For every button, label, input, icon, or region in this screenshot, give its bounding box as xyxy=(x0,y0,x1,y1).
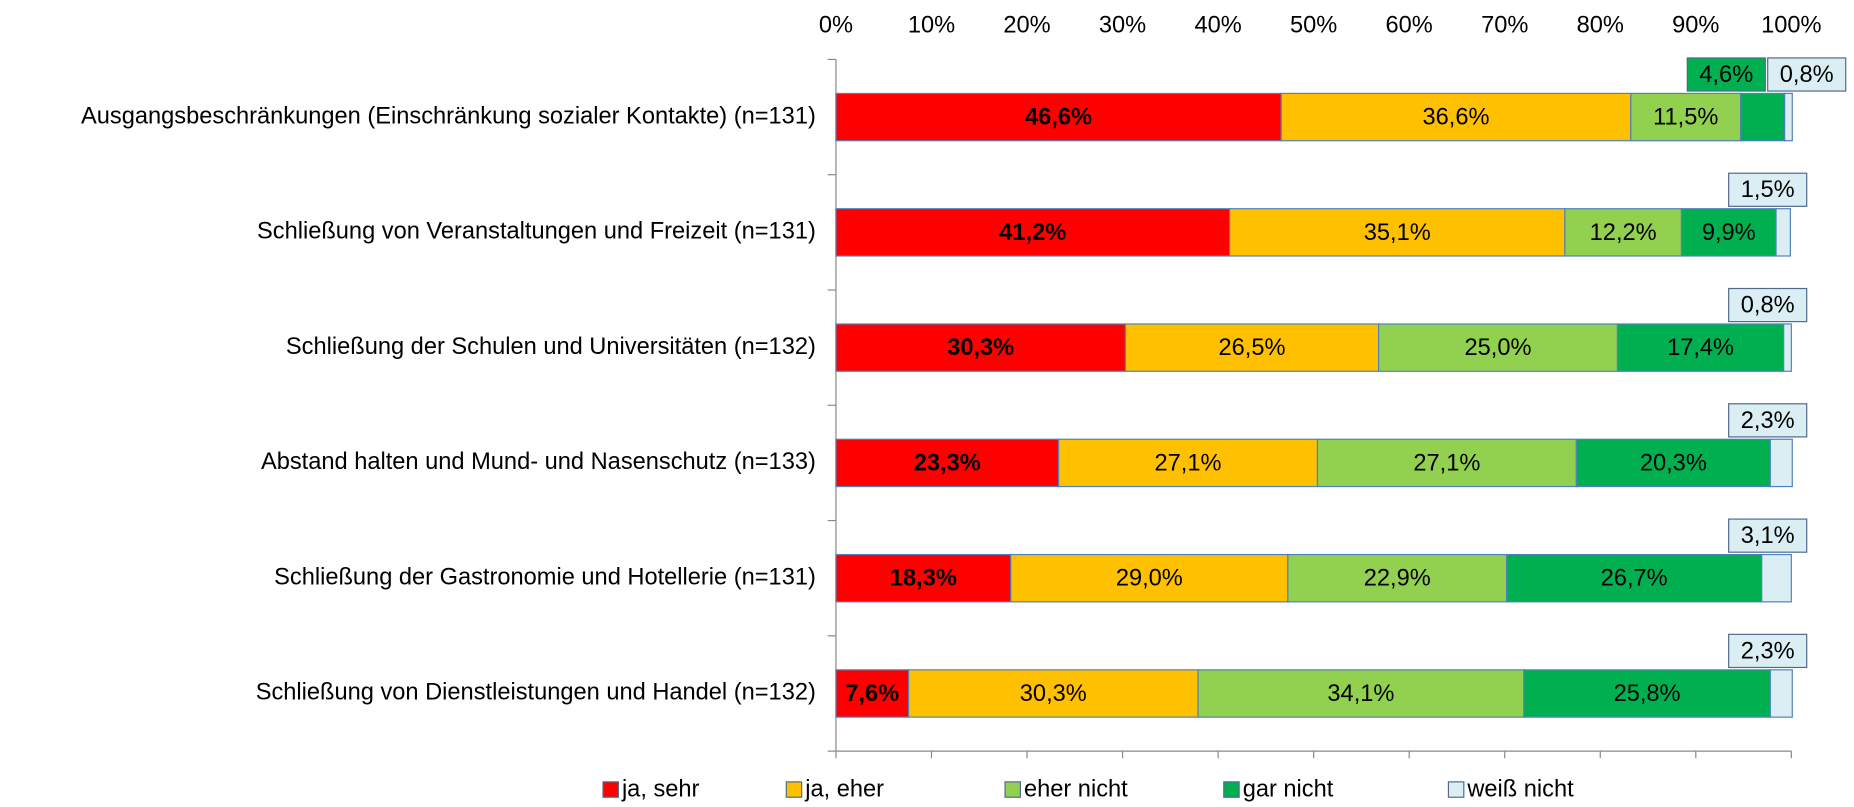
x-tick-label: 80% xyxy=(1577,13,1624,39)
legend-label: weiß nicht xyxy=(1466,776,1574,802)
data-label: 12,2% xyxy=(1590,220,1657,246)
data-label: 36,6% xyxy=(1422,104,1489,130)
data-label: 30,3% xyxy=(1020,681,1087,707)
bar-segment xyxy=(1783,323,1792,372)
data-label: 3,1% xyxy=(1741,523,1795,549)
data-label: 18,3% xyxy=(890,566,957,592)
bar-segment xyxy=(1010,553,1289,603)
bar-segment xyxy=(1761,553,1792,603)
x-tick-label: 70% xyxy=(1481,13,1528,39)
x-tick-label: 90% xyxy=(1672,13,1719,39)
x-tick-label: 0% xyxy=(819,13,853,39)
bar-segment xyxy=(907,669,1199,718)
label-box xyxy=(1767,57,1847,92)
data-label: 41,2% xyxy=(999,220,1066,246)
data-label: 25,0% xyxy=(1465,335,1532,361)
bar-segment xyxy=(835,208,1231,257)
data-label: 29,0% xyxy=(1116,566,1183,592)
data-label: 9,9% xyxy=(1702,220,1756,246)
legend-label: gar nicht xyxy=(1243,776,1334,802)
bar-segment xyxy=(835,323,1127,372)
data-label: 4,6% xyxy=(1699,62,1753,88)
x-tick-label: 30% xyxy=(1099,13,1146,39)
data-label: 26,7% xyxy=(1601,566,1668,592)
category-label: Schließung der Schulen und Universitäten… xyxy=(286,334,816,360)
data-label: 2,3% xyxy=(1741,408,1795,434)
legend-label: ja, eher xyxy=(804,776,884,802)
data-label: 2,3% xyxy=(1741,638,1795,664)
category-label: Abstand halten und Mund- und Nasenschutz… xyxy=(261,449,816,475)
label-box xyxy=(1728,403,1808,438)
label-box xyxy=(1728,287,1808,323)
label-box xyxy=(1686,57,1766,92)
label-box xyxy=(1728,633,1808,669)
legend-swatch xyxy=(1223,781,1240,798)
bar-segment xyxy=(1775,208,1791,257)
data-label: 0,8% xyxy=(1780,62,1834,88)
category-label: Schließung von Veranstaltungen und Freiz… xyxy=(257,219,816,245)
data-label: 46,6% xyxy=(1025,104,1092,130)
data-label: 26,5% xyxy=(1219,335,1286,361)
bar-segment xyxy=(835,92,1282,142)
legend-swatch xyxy=(1004,781,1022,798)
bar-segment xyxy=(835,669,910,718)
legend-swatch xyxy=(785,781,803,798)
bar-segment xyxy=(1057,438,1319,488)
x-tick-label: 60% xyxy=(1386,13,1433,39)
data-label: 11,5% xyxy=(1653,104,1718,130)
data-label: 35,1% xyxy=(1364,220,1431,246)
data-label: 1,5% xyxy=(1741,177,1795,203)
bar-segment xyxy=(1616,323,1785,372)
bar-segment xyxy=(1740,92,1786,142)
bar-segment xyxy=(1630,92,1742,142)
bar-segment xyxy=(1523,669,1771,718)
legend-swatch xyxy=(602,781,619,798)
bar-segment xyxy=(1680,208,1777,257)
x-tick-label: 10% xyxy=(908,13,955,39)
bar-segment xyxy=(1769,438,1793,488)
bar-segment xyxy=(1378,323,1619,372)
bar-segment xyxy=(1575,438,1771,488)
bar-segment xyxy=(1287,553,1508,603)
bar-segment xyxy=(1124,323,1380,372)
data-label: 30,3% xyxy=(947,335,1014,361)
legend-label: ja, sehr xyxy=(621,776,700,802)
data-label: 17,4% xyxy=(1667,335,1734,361)
bar-segment xyxy=(835,553,1012,603)
category-label: Ausgangsbeschränkungen (Einschränkung so… xyxy=(81,103,816,129)
data-label: 27,1% xyxy=(1155,450,1222,476)
bar-segment xyxy=(1769,669,1793,718)
category-label: Schließung von Dienstleistungen und Hand… xyxy=(256,680,816,706)
data-label: 27,1% xyxy=(1413,450,1480,476)
data-label: 20,3% xyxy=(1640,450,1707,476)
data-label: 7,6% xyxy=(845,681,899,707)
data-label: 34,1% xyxy=(1327,681,1394,707)
bar-segment xyxy=(1316,438,1577,488)
x-tick-label: 40% xyxy=(1194,13,1241,39)
data-label: 0,8% xyxy=(1741,292,1795,318)
bar-segment xyxy=(1784,92,1793,142)
label-box xyxy=(1728,172,1808,207)
category-label: Schließung der Gastronomie und Hotelleri… xyxy=(274,564,816,590)
x-tick-label: 50% xyxy=(1290,13,1337,39)
data-label: 23,3% xyxy=(914,450,981,476)
legend-swatch xyxy=(1447,781,1465,798)
bar-segment xyxy=(1280,92,1632,142)
bar-segment xyxy=(1197,669,1525,718)
bar-segment xyxy=(835,438,1060,488)
bar-segment xyxy=(1564,208,1683,257)
x-tick-label: 20% xyxy=(1003,13,1050,39)
x-tick-label: 100% xyxy=(1761,13,1821,39)
data-label: 25,8% xyxy=(1614,681,1681,707)
label-box xyxy=(1728,518,1808,553)
data-label: 22,9% xyxy=(1364,566,1431,592)
legend-label: eher nicht xyxy=(1024,776,1128,802)
